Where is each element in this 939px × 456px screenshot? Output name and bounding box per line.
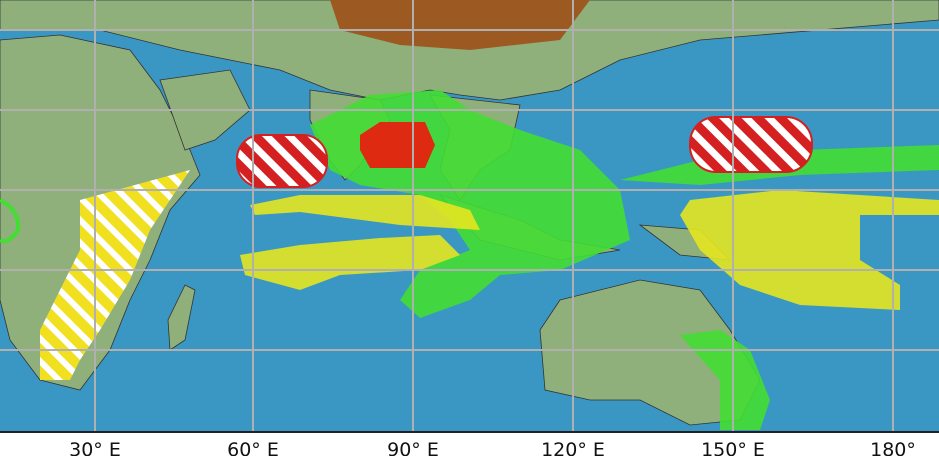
longitude-label: 90° E [387,439,439,456]
longitude-label: 60° E [227,439,279,456]
graticule [0,0,939,432]
wet-hatched [689,116,813,173]
longitude-label: 180° [870,439,916,456]
longitude-label: 30° E [69,439,121,456]
dry-region [680,190,939,310]
longitude-label: 120° E [541,439,605,456]
longitude-labels: 30° E 60° E 90° E 120° E 150° E 180° [69,439,916,456]
madagascar [167,284,196,351]
dry-region [250,195,480,230]
wet-hatched [236,134,328,188]
dry-hatched [40,170,190,380]
very-wet-region [360,122,435,168]
australia [539,279,761,426]
dry-region [240,235,460,290]
outlooks [0,90,939,430]
longitude-label: 150° E [701,439,765,456]
plateau [330,0,590,50]
asia [0,0,939,101]
label-strip [0,432,939,456]
wet-region [680,330,770,430]
wet-outline [0,198,21,244]
